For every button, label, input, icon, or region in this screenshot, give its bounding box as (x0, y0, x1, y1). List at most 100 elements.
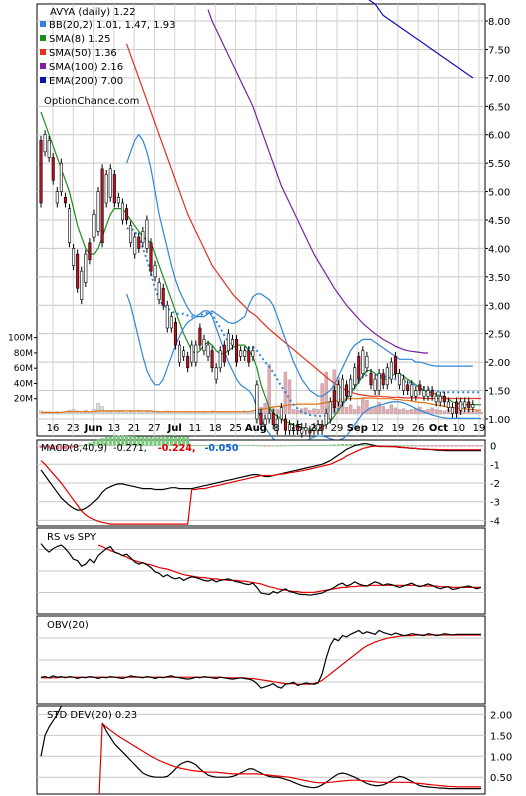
candle-body (59, 162, 63, 192)
candle-body (84, 253, 88, 283)
macd-histogram-bar (239, 444, 243, 446)
candle-body (96, 191, 100, 232)
candle-body (76, 253, 80, 289)
candle-body (365, 356, 369, 369)
std-plot-area (36, 705, 486, 795)
price-y-tick-label: 7.50 (488, 45, 510, 56)
volume-bar (75, 410, 80, 415)
candle-body (463, 401, 467, 408)
macd-histogram-bar (471, 445, 475, 447)
volume-bar (181, 412, 186, 415)
macd-histogram-bar (442, 445, 446, 447)
std-sma-segment (101, 723, 481, 788)
std-grid (37, 713, 485, 795)
macd-histogram-bar (112, 435, 116, 446)
candle-body (161, 287, 165, 306)
volume-bar (320, 383, 324, 415)
candle-body (182, 350, 186, 357)
candle-body (51, 157, 55, 181)
candle-body (226, 333, 230, 352)
candle-body (393, 356, 397, 374)
macd-histogram-bar (271, 445, 275, 447)
candle-body (361, 350, 365, 374)
candle-body (177, 344, 182, 363)
candle-body (377, 373, 381, 391)
macd-histogram-bar (414, 445, 418, 447)
candle-body (55, 191, 59, 204)
candle-body (133, 236, 137, 255)
candle-body (43, 134, 47, 153)
x-tick-label: 11 (189, 423, 202, 434)
macd-title-name: MACD(8,40,9) (41, 443, 107, 454)
candlesticks (39, 130, 475, 438)
macd-histogram-bar (76, 445, 80, 447)
volume-bar (157, 412, 161, 415)
macd-histogram-bar (463, 445, 467, 447)
candle-body (389, 361, 393, 380)
volume-bar (308, 409, 312, 415)
candle-body (442, 395, 446, 403)
price-y-tick-label: 4.50 (488, 216, 510, 227)
std-y-axis: 2.00 1.50 1.00 0.50 (490, 710, 512, 784)
macd-histogram-bar (247, 444, 251, 446)
macd-histogram-bar (80, 445, 84, 447)
volume-bar (100, 406, 104, 415)
volume-bar (165, 410, 170, 415)
macd-histogram-bar (194, 445, 198, 446)
volume-bar (344, 406, 349, 415)
candle-body (279, 407, 283, 420)
macd-histogram-bar (153, 436, 157, 446)
macd-title-signal: -0.224, (158, 443, 196, 454)
volume-y-tick-label: 100M (8, 334, 33, 344)
volume-bar (169, 412, 174, 415)
volume-bar (397, 409, 402, 415)
macd-histogram-bar (161, 436, 165, 446)
candle-body (100, 168, 104, 244)
x-tick-label: 25 (229, 423, 242, 434)
x-tick-label: 13 (107, 423, 120, 434)
candle-body (385, 367, 389, 386)
candle-body (414, 390, 418, 397)
macd-histogram-bar (479, 445, 483, 447)
macd-title-value: -0.271, (113, 443, 147, 454)
legend-label: EMA(200) 7.00 (49, 76, 123, 87)
candle-body (145, 219, 149, 249)
x-tick-label: 15 (290, 423, 303, 434)
macd-histogram-bar (226, 444, 230, 446)
candle-body (450, 407, 455, 414)
volume-bar (357, 406, 361, 415)
volume-bar (373, 406, 377, 415)
volume-bar (312, 408, 316, 415)
x-tick-label: 10 (452, 423, 465, 434)
volume-y-tick-label: 80M (14, 349, 33, 359)
volume-bar (348, 404, 353, 415)
macd-histogram-bar (300, 445, 304, 446)
price-y-tick-label: 7.00 (488, 74, 510, 85)
macd-histogram-bar (165, 436, 169, 446)
legend-swatch (40, 77, 46, 83)
candle-body (120, 202, 125, 221)
candle-body (418, 384, 422, 391)
macd-histogram-bar (47, 445, 51, 449)
macd-histogram-bar (279, 445, 283, 447)
obv-line (40, 629, 481, 689)
candle-body (141, 231, 145, 244)
macd-histogram-bar (324, 444, 328, 446)
legend-swatch (40, 63, 46, 69)
x-tick-label: Jun (84, 423, 103, 434)
macd-histogram-bar (263, 445, 267, 447)
candle-body (92, 214, 96, 238)
candle-body (255, 384, 259, 420)
candle-body (373, 378, 377, 391)
macd-histogram-bar (365, 444, 369, 446)
macd-histogram-bar (312, 445, 316, 446)
volume-bar (234, 412, 239, 415)
candle-body (353, 367, 357, 386)
std-line-segment (101, 722, 481, 790)
candle-body (222, 344, 226, 363)
volume-bar (132, 412, 137, 415)
macd-histogram-bar (141, 436, 145, 446)
volume-y-tick-label: 20M (14, 395, 33, 405)
candle-body (259, 412, 263, 425)
